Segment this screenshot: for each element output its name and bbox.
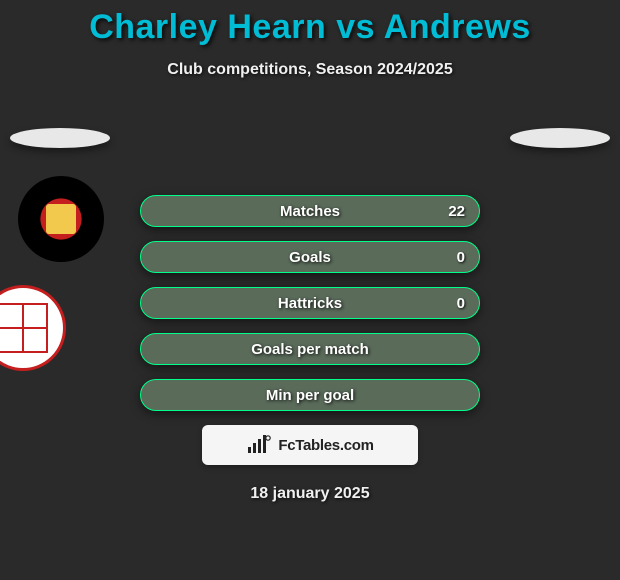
bars-logo-icon bbox=[246, 435, 272, 455]
comparison-date: 18 january 2025 bbox=[0, 485, 620, 503]
stat-row: Goals per match bbox=[140, 333, 480, 365]
page-title: Charley Hearn vs Andrews bbox=[0, 8, 620, 47]
branding-badge: FcTables.com bbox=[202, 425, 418, 465]
stat-row: Matches 22 bbox=[140, 195, 480, 227]
branding-text: FcTables.com bbox=[278, 437, 373, 454]
stat-row: Goals 0 bbox=[140, 241, 480, 273]
stats-list: Matches 22 Goals 0 Hattricks 0 Goals per… bbox=[140, 195, 480, 411]
stat-label: Goals per match bbox=[251, 341, 369, 358]
stat-right-value: 0 bbox=[457, 295, 465, 312]
stat-label: Goals bbox=[289, 249, 331, 266]
page-subtitle: Club competitions, Season 2024/2025 bbox=[0, 61, 620, 79]
left-player-silhouette bbox=[10, 128, 110, 148]
right-team-badge bbox=[0, 285, 66, 371]
stat-row: Hattricks 0 bbox=[140, 287, 480, 319]
stat-label: Hattricks bbox=[278, 295, 342, 312]
stat-right-value: 22 bbox=[448, 203, 465, 220]
stat-row: Min per goal bbox=[140, 379, 480, 411]
stat-label: Matches bbox=[280, 203, 340, 220]
right-player-silhouette bbox=[510, 128, 610, 148]
left-team-badge bbox=[18, 176, 104, 262]
ebbsfleet-crest-icon bbox=[46, 204, 76, 234]
comparison-card: Charley Hearn vs Andrews Club competitio… bbox=[0, 0, 620, 503]
stat-right-value: 0 bbox=[457, 249, 465, 266]
woking-crest-icon bbox=[0, 303, 48, 353]
stat-label: Min per goal bbox=[266, 387, 354, 404]
